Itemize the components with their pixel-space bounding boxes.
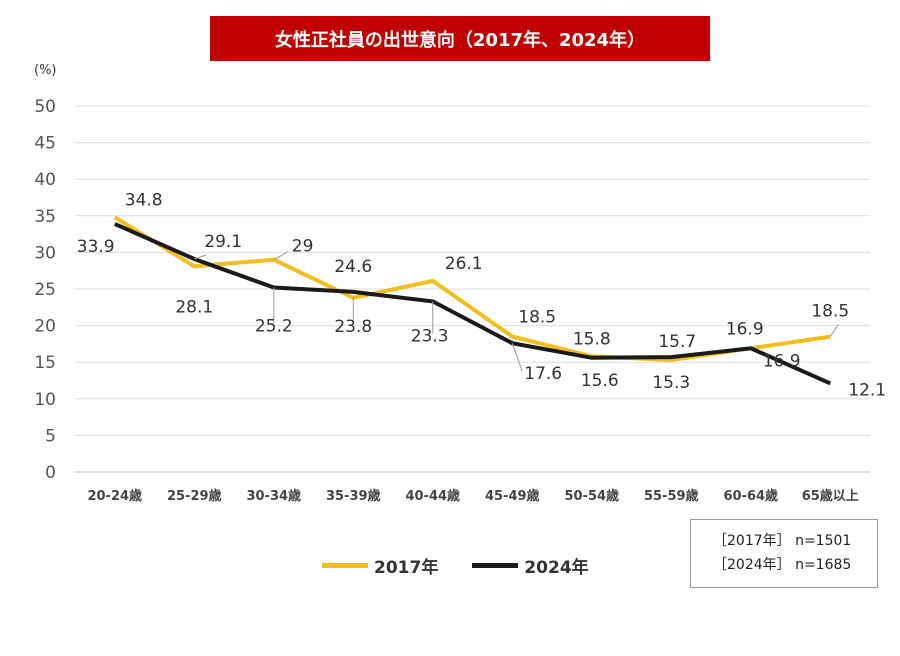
y-axis-unit-label: (%) (34, 63, 57, 78)
x-tick-label-1: 25-29歳 (167, 488, 222, 504)
leader-line-5 (273, 251, 288, 261)
y-tick-label-30: 30 (34, 243, 56, 263)
data-label-2024年-5: 17.6 (524, 364, 562, 384)
y-tick-label-40: 40 (34, 170, 56, 190)
y-tick-label-45: 45 (34, 134, 56, 154)
x-tick-label-3: 35-39歳 (326, 488, 381, 504)
y-tick-label-35: 35 (34, 207, 56, 227)
data-label-2024年-7: 15.7 (658, 332, 696, 352)
legend-swatch-2017 (322, 563, 368, 568)
data-label-2024年-6: 15.6 (581, 371, 619, 391)
x-tick-label-5: 45-49歳 (485, 488, 540, 504)
leader-line-0 (194, 254, 207, 260)
y-tick-label-25: 25 (34, 280, 56, 300)
data-label-2024年-8: 16.9 (763, 351, 801, 371)
sample-size-2017: ［2017年］ n=1501 (713, 533, 852, 549)
x-tick-label-8: 60-64歳 (723, 488, 778, 504)
data-label-2024年-2: 25.2 (255, 317, 293, 337)
data-label-2017年-3: 23.8 (334, 317, 372, 337)
x-tick-label-4: 40-44歳 (405, 488, 460, 504)
leader-line-6 (829, 324, 839, 337)
x-tick-label-9: 65歳以上 (802, 488, 859, 504)
data-label-2017年-1: 28.1 (175, 297, 213, 317)
y-tick-label-15: 15 (34, 353, 56, 373)
data-label-2017年-8: 16.9 (726, 319, 764, 339)
series-line-2024年 (113, 222, 832, 386)
chart-title: 女性正社員の出世意向（2017年、2024年） (210, 16, 710, 61)
x-tick-label-7: 55-59歳 (644, 488, 699, 504)
x-tick-label-0: 20-24歳 (87, 488, 142, 504)
legend-swatch-2024 (472, 563, 519, 568)
leader-line-4 (511, 342, 523, 372)
data-label-2017年-5: 18.5 (518, 308, 556, 328)
y-tick-label-10: 10 (34, 390, 56, 410)
sample-size-note: ［2017年］ n=1501 ［2024年］ n=1685 (690, 519, 878, 588)
x-tick-label-2: 30-34歳 (246, 488, 301, 504)
data-label-2017年-9: 18.5 (811, 302, 849, 322)
data-label-2024年-0: 33.9 (77, 237, 115, 257)
y-tick-label-0: 0 (45, 463, 56, 483)
data-label-2017年-6: 15.8 (573, 329, 611, 349)
legend-item-2024: 2024年 (472, 553, 589, 578)
y-tick-label-50: 50 (34, 97, 56, 117)
x-tick-label-6: 50-54歳 (564, 488, 619, 504)
data-label-2024年-3: 24.6 (334, 257, 372, 277)
legend-label-2017: 2017年 (374, 558, 439, 578)
data-label-2017年-4: 26.1 (445, 254, 483, 274)
legend-item-2017: 2017年 (322, 553, 438, 578)
chart-legend: 2017年 2024年 (322, 553, 589, 578)
data-label-2017年-2: 29 (292, 237, 314, 257)
legend-label-2024: 2024年 (524, 558, 589, 578)
y-tick-label-20: 20 (34, 317, 56, 337)
data-label-2024年-4: 23.3 (411, 326, 449, 346)
data-label-2017年-7: 15.3 (652, 373, 690, 393)
data-label-2017年-0: 34.8 (125, 190, 163, 210)
y-tick-label-5: 5 (45, 426, 56, 446)
sample-size-2024: ［2024年］ n=1685 (713, 557, 852, 573)
data-label-2024年-9: 12.1 (848, 380, 886, 400)
data-label-2024年-1: 29.1 (204, 232, 242, 252)
